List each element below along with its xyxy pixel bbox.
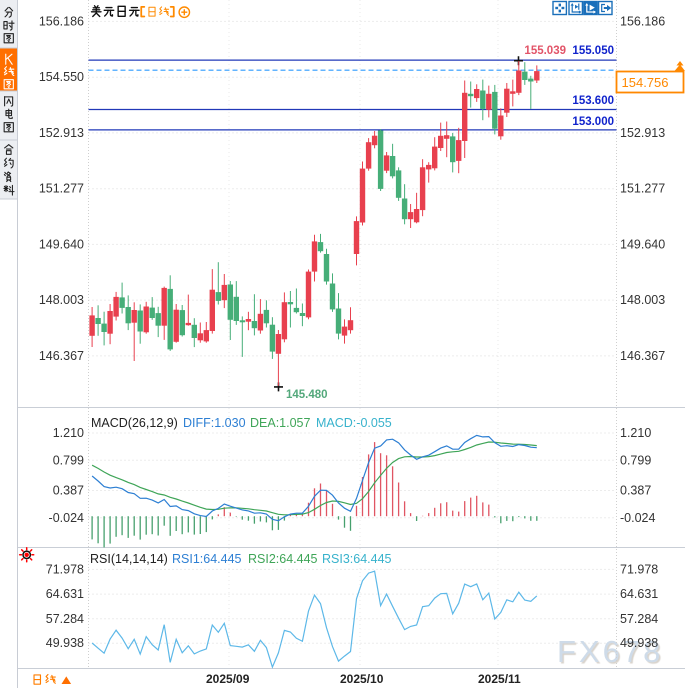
svg-text:156.186: 156.186 bbox=[620, 14, 665, 28]
svg-text:154.756: 154.756 bbox=[622, 75, 669, 90]
svg-text:151.277: 151.277 bbox=[620, 182, 665, 196]
svg-text:155.039: 155.039 bbox=[524, 45, 566, 57]
svg-text:151.277: 151.277 bbox=[39, 182, 84, 196]
svg-text:153.000: 153.000 bbox=[572, 116, 614, 128]
svg-text:148.003: 148.003 bbox=[620, 293, 665, 307]
svg-text:1.210: 1.210 bbox=[53, 426, 84, 440]
svg-text:MACD:-0.055: MACD:-0.055 bbox=[316, 416, 392, 430]
svg-text:0.799: 0.799 bbox=[53, 453, 84, 467]
svg-text:149.640: 149.640 bbox=[620, 237, 665, 251]
svg-text:MACD(26,12,9): MACD(26,12,9) bbox=[91, 416, 178, 430]
svg-text:RSI1:64.445: RSI1:64.445 bbox=[172, 552, 242, 566]
svg-text:-0.024: -0.024 bbox=[49, 511, 84, 525]
svg-text:156.186: 156.186 bbox=[39, 14, 84, 28]
svg-text:57.284: 57.284 bbox=[620, 612, 658, 626]
svg-text:0.799: 0.799 bbox=[620, 453, 651, 467]
svg-text:RSI3:64.445: RSI3:64.445 bbox=[322, 552, 392, 566]
svg-text:149.640: 149.640 bbox=[39, 237, 84, 251]
svg-text:152.913: 152.913 bbox=[39, 126, 84, 140]
svg-text:71.978: 71.978 bbox=[620, 562, 658, 576]
svg-text:49.938: 49.938 bbox=[620, 636, 658, 650]
svg-text:0.387: 0.387 bbox=[53, 484, 84, 498]
svg-text:154.550: 154.550 bbox=[39, 70, 84, 84]
svg-text:152.913: 152.913 bbox=[620, 126, 665, 140]
svg-text:RSI2:64.445: RSI2:64.445 bbox=[248, 552, 318, 566]
svg-text:146.367: 146.367 bbox=[39, 349, 84, 363]
svg-text:-0.024: -0.024 bbox=[620, 511, 655, 525]
svg-text:64.631: 64.631 bbox=[46, 587, 84, 601]
svg-text:146.367: 146.367 bbox=[620, 349, 665, 363]
svg-text:49.938: 49.938 bbox=[46, 636, 84, 650]
svg-text:RSI(14,14,14): RSI(14,14,14) bbox=[90, 552, 168, 566]
svg-text:71.978: 71.978 bbox=[46, 562, 84, 576]
svg-text:64.631: 64.631 bbox=[620, 587, 658, 601]
svg-text:153.600: 153.600 bbox=[572, 95, 614, 107]
svg-text:DEA:1.057: DEA:1.057 bbox=[250, 416, 311, 430]
svg-text:57.284: 57.284 bbox=[46, 612, 84, 626]
svg-text:155.050: 155.050 bbox=[572, 45, 614, 57]
svg-text:148.003: 148.003 bbox=[39, 293, 84, 307]
svg-text:1.210: 1.210 bbox=[620, 426, 651, 440]
svg-text:DIFF:1.030: DIFF:1.030 bbox=[183, 416, 246, 430]
svg-text:0.387: 0.387 bbox=[620, 484, 651, 498]
svg-text:145.480: 145.480 bbox=[286, 389, 328, 401]
